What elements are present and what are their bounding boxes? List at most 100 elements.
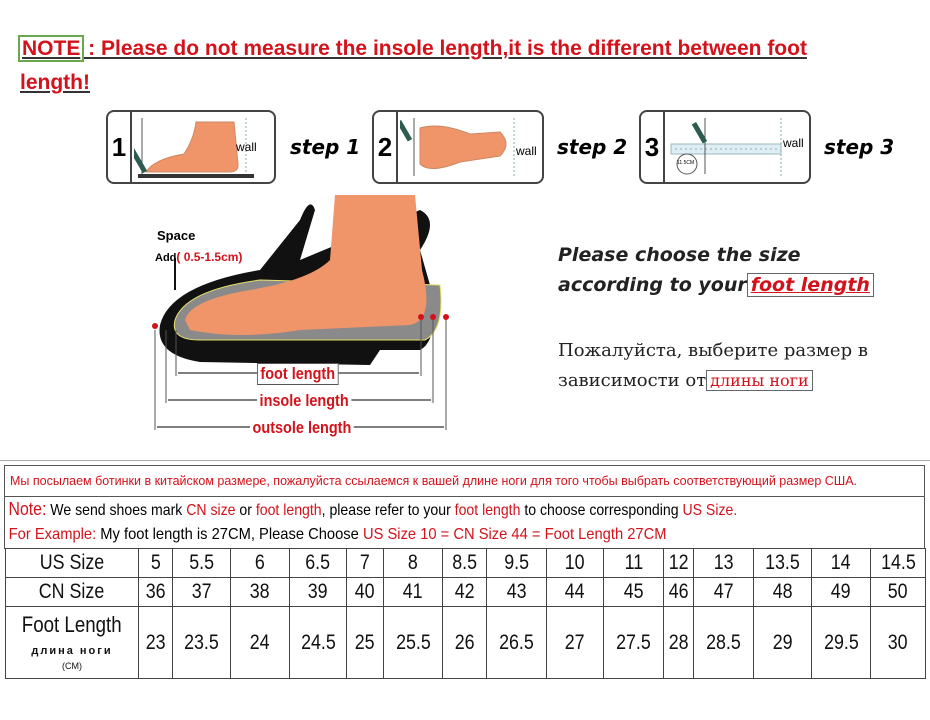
ruler-icon <box>670 118 782 178</box>
step-number: 1 <box>108 112 132 182</box>
divider <box>0 460 930 461</box>
note-line-1: NOTE : Please do not measure the insole … <box>17 35 807 62</box>
cn-cell: 48 <box>753 577 812 607</box>
cn-cell: 46 <box>663 577 694 607</box>
foot-cell: 24.5 <box>289 606 347 679</box>
step-1-panel: 1 wall <box>106 110 276 184</box>
choose-ru-line-2: зависимости от длины ноги <box>558 370 813 391</box>
foot-cell: 23 <box>138 606 173 679</box>
step-number: 2 <box>374 112 398 182</box>
step-2-label: step 2 <box>557 135 628 159</box>
row-header: CN Size <box>5 577 139 607</box>
us-cell: 8.5 <box>442 548 487 578</box>
foot-top-icon <box>400 118 515 178</box>
us-cell: 9.5 <box>486 548 547 578</box>
us-cell: 13 <box>693 548 754 578</box>
step-2-panel: 2 wall <box>372 110 544 184</box>
cn-cell: 44 <box>546 577 604 607</box>
note-info-line: Note: We send shoes mark CN size or foot… <box>5 497 814 521</box>
foot-length-text-2: foot length <box>454 502 521 519</box>
us-cell: 6 <box>230 548 290 578</box>
foot-length-label: foot length <box>257 363 339 385</box>
insole-length-label: insole length <box>257 391 352 411</box>
us-cell: 6.5 <box>289 548 347 578</box>
us-size-row: US Size 5 5.5 6 6.5 7 8 8.5 9.5 10 11 12 13 13.5 14 14.… <box>5 548 926 578</box>
step-3-panel: 3 11.5CM wall <box>639 110 811 184</box>
size-table: US Size 5 5.5 6 6.5 7 8 8.5 9.5 10 11 12 13 13.5 14 14.… <box>5 548 926 679</box>
cn-cell: 50 <box>870 577 926 607</box>
us-cell: 8 <box>383 548 443 578</box>
us-cell: 10 <box>546 548 604 578</box>
add-label: Add( 0.5-1.5cm) <box>155 250 242 265</box>
row-header: Foot Length длина ноги (CM) <box>5 606 139 679</box>
us-cell: 11 <box>603 548 664 578</box>
note-colon: : <box>82 37 102 60</box>
cn-cell: 41 <box>383 577 443 607</box>
wall-label: wall <box>783 136 804 150</box>
cn-cell: 37 <box>172 577 231 607</box>
foot-cell: 26.5 <box>486 606 547 679</box>
row-header: US Size <box>5 548 139 578</box>
example-label: For Example: <box>8 526 97 543</box>
foot-cell: 28.5 <box>693 606 754 679</box>
cn-cell: 45 <box>603 577 664 607</box>
note-label: Note: <box>8 499 47 519</box>
ruler-badge: 11.5CM <box>677 160 695 166</box>
foot-cell: 27 <box>546 606 604 679</box>
foot-cell: 29 <box>753 606 812 679</box>
cn-cell: 49 <box>811 577 871 607</box>
cn-cell: 43 <box>486 577 547 607</box>
foot-cell: 30 <box>870 606 926 679</box>
choose-line-2: according to your foot length <box>558 273 874 297</box>
outsole-length-label: outsole length <box>250 418 354 438</box>
step-number: 3 <box>641 112 665 182</box>
us-cell: 5 <box>138 548 173 578</box>
note-tag: NOTE <box>17 35 85 62</box>
wall-label: wall <box>516 144 537 158</box>
choose-ru-text: зависимости от <box>558 370 707 391</box>
cn-cell: 36 <box>138 577 173 607</box>
step-3-label: step 3 <box>824 135 895 159</box>
note-text: Please do not measure the insole length,… <box>101 37 807 60</box>
cn-cell: 39 <box>289 577 347 607</box>
add-range: ( 0.5-1.5cm) <box>176 250 243 264</box>
choose-ru-line-1: Пожалуйста, выберите размер в <box>558 340 868 361</box>
us-cell: 14.5 <box>870 548 926 578</box>
foot-side-icon <box>134 118 254 178</box>
foot-length-highlight: foot length <box>746 273 874 297</box>
example-text: My foot length is 27CM, Please Choose <box>96 526 363 543</box>
foot-cell: 26 <box>442 606 487 679</box>
note-text-b: or <box>235 502 256 519</box>
step-1-label: step 1 <box>290 135 361 159</box>
foot-cell: 29.5 <box>811 606 871 679</box>
foot-length-row: Foot Length длина ноги (CM) 23 23.5 24 24.5 25 2… <box>5 606 926 679</box>
cn-cell: 40 <box>346 577 384 607</box>
foot-length-text: foot length <box>255 502 322 519</box>
russian-info-text: Мы посылаем ботинки в китайском размере,… <box>10 474 858 488</box>
choose-text: according to your <box>558 274 747 296</box>
us-cell: 5.5 <box>172 548 231 578</box>
note-info-box: Note: We send shoes mark CN size or foot… <box>4 496 925 549</box>
cn-size-row: CN Size 36 37 38 39 40 41 42 43 44 45 46 47 48 49 50 <box>5 577 926 607</box>
choose-line-1: Please choose the size <box>558 244 801 266</box>
foot-cell: 25 <box>346 606 384 679</box>
russian-info-box: Мы посылаем ботинки в китайском размере,… <box>4 465 925 497</box>
note-text-a: We send shoes mark <box>46 502 187 519</box>
wall-label: wall <box>236 140 257 154</box>
cn-size-text: CN size <box>186 502 236 519</box>
us-cell: 12 <box>663 548 694 578</box>
note-text-d: to choose corresponding <box>520 502 683 519</box>
note-line-2: length! <box>20 71 90 94</box>
foot-cell: 27.5 <box>603 606 664 679</box>
foot-cell: 24 <box>230 606 290 679</box>
us-cell: 7 <box>346 548 384 578</box>
example-line: For Example: My foot length is 27CM, Ple… <box>5 521 850 545</box>
us-size-text: US Size. <box>682 502 738 519</box>
us-cell: 13.5 <box>753 548 812 578</box>
foot-length-ru-highlight: длины ноги <box>706 370 813 391</box>
note-text-c: , please refer to your <box>321 502 455 519</box>
cn-cell: 38 <box>230 577 290 607</box>
foot-cell: 23.5 <box>172 606 231 679</box>
space-label: Space <box>157 228 196 243</box>
cn-cell: 47 <box>693 577 754 607</box>
